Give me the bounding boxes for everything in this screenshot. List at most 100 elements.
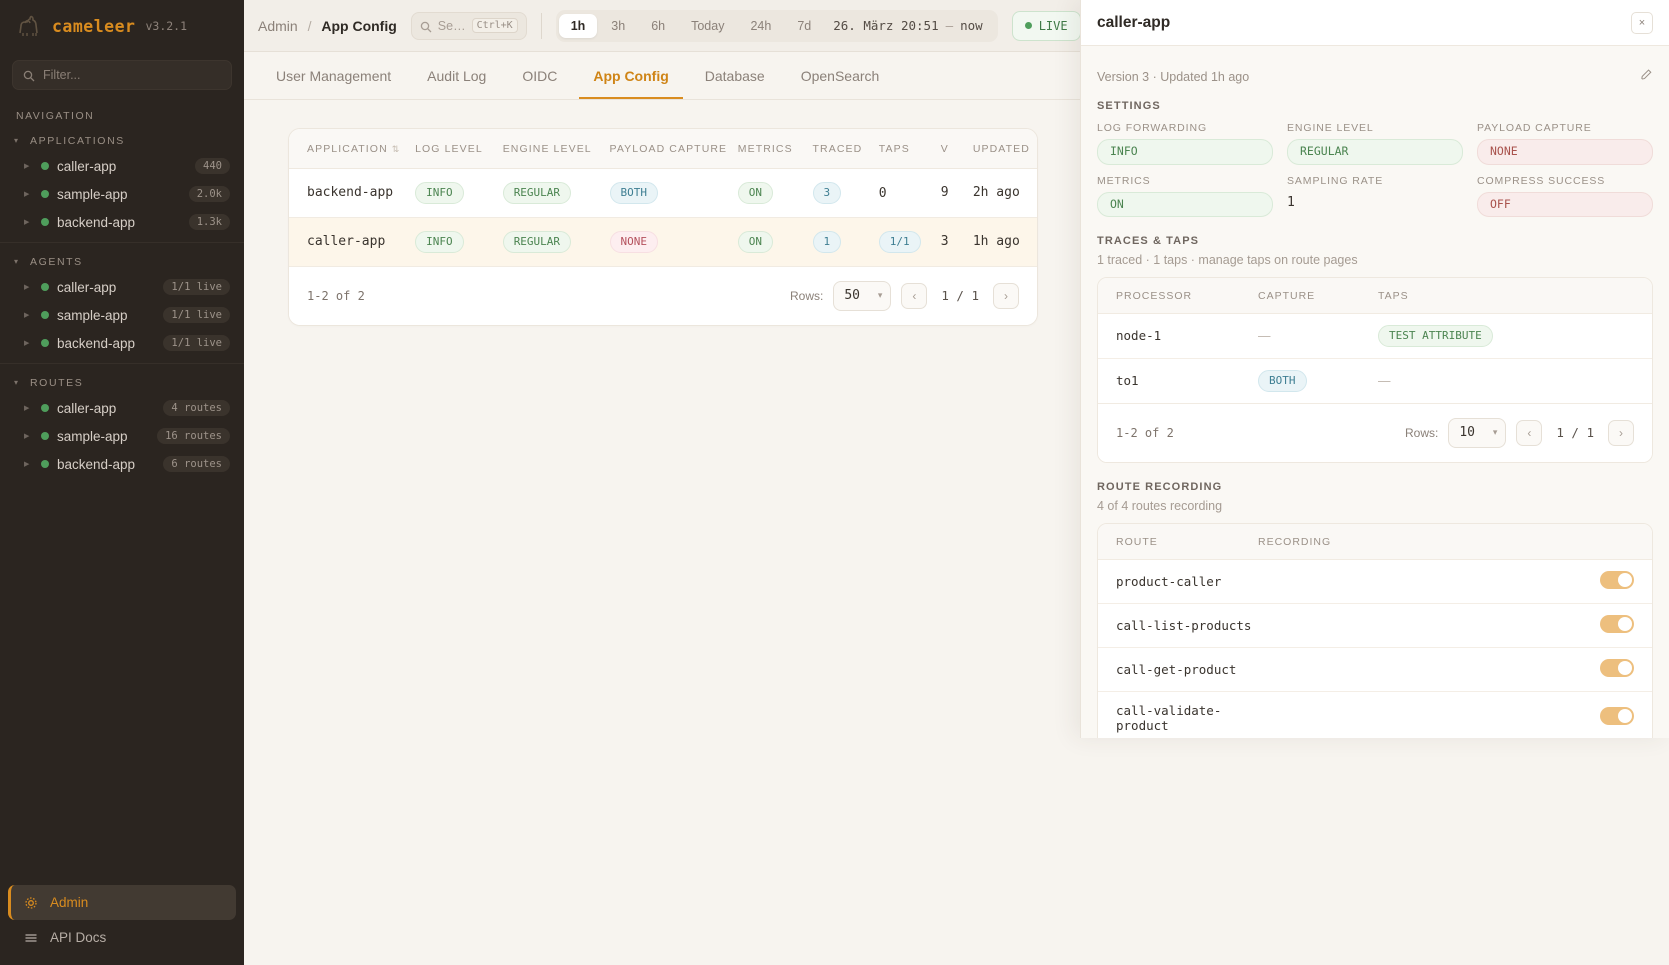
column-header-metrics[interactable]: METRICS xyxy=(737,129,813,169)
sidebar-item-label: sample-app xyxy=(57,428,128,444)
table-row[interactable]: backend-app INFO REGULAR BOTH ON 3 0 9 2h ago xyxy=(289,168,1037,218)
recording-toggle[interactable] xyxy=(1600,570,1634,589)
column-header-taps[interactable]: TAPS xyxy=(878,129,941,169)
range-button-today[interactable]: Today xyxy=(691,18,725,33)
range-button-1h[interactable]: 1h xyxy=(558,13,598,38)
column-header-updated[interactable]: UPDATED xyxy=(972,129,1037,169)
rows-per-page-select[interactable]: 50 ▾ xyxy=(833,280,892,311)
status-dot-icon xyxy=(41,339,49,347)
sidebar-item-label: sample-app xyxy=(57,307,128,323)
table-header-row: APPLICATION ⇅ LOG LEVEL ENGINE LEVEL PAYLOAD… xyxy=(289,129,1037,169)
sidebar-item-badge: 6 routes xyxy=(163,456,230,472)
column-header-v[interactable]: V xyxy=(940,129,973,169)
cell-log-level: INFO xyxy=(415,168,503,218)
recording-row[interactable]: call-list-products xyxy=(1098,603,1652,648)
brand[interactable]: cameleer v3.2.1 xyxy=(0,0,244,52)
range-button-24h[interactable]: 24h xyxy=(750,18,772,33)
traces-row[interactable]: to1 BOTH — xyxy=(1098,358,1652,402)
sidebar-bottom: Admin API Docs xyxy=(0,885,244,965)
sidebar-item-caller-app[interactable]: ▶ caller-app 440 xyxy=(0,152,244,180)
sidebar-item-admin[interactable]: Admin xyxy=(8,885,236,920)
sidebar-item-admin-label: Admin xyxy=(50,895,89,910)
nav-group-header[interactable]: ▾ ROUTES xyxy=(0,372,244,394)
sidebar-item-api-docs[interactable]: API Docs xyxy=(8,920,236,955)
tab-opensearch[interactable]: OpenSearch xyxy=(800,68,880,84)
column-header-application[interactable]: APPLICATION ⇅ xyxy=(289,129,416,169)
traces-section-subtitle: 1 traced · 1 taps · manage taps on route… xyxy=(1097,253,1358,268)
tab-app-config[interactable]: App Config xyxy=(579,52,683,99)
sidebar-item-sample-app[interactable]: ▶ sample-app 2.0k xyxy=(0,180,244,208)
sidebar-item-label: backend-app xyxy=(57,214,136,230)
sidebar-item-sample-app[interactable]: ▶ sample-app 16 routes xyxy=(0,422,244,450)
toggle-knob-icon xyxy=(1618,616,1632,631)
recording-row[interactable]: product-caller xyxy=(1098,559,1652,604)
sidebar-item-label: caller-app xyxy=(57,158,117,174)
nav-group-header[interactable]: ▾ APPLICATIONS xyxy=(0,130,244,152)
traces-row[interactable]: node-1— TEST ATTRIBUTE xyxy=(1098,313,1652,359)
setting-value: NONE xyxy=(1477,139,1653,165)
cell-metrics: ON xyxy=(737,217,813,266)
traces-cell-taps: TEST ATTRIBUTE xyxy=(1378,313,1652,359)
chevron-right-icon: ▶ xyxy=(24,163,30,170)
sidebar-item-badge: 1/1 live xyxy=(163,279,230,295)
recording-cell-toggle[interactable] xyxy=(1258,691,1652,738)
range-button-7d[interactable]: 7d xyxy=(797,18,812,33)
recording-toggle[interactable] xyxy=(1600,707,1634,726)
recording-row[interactable]: call-validate-product xyxy=(1098,691,1652,738)
table-row[interactable]: caller-app INFO REGULAR NONE ON 1 1/1 3 1h ago xyxy=(289,217,1037,266)
recording-cell-toggle[interactable] xyxy=(1258,603,1652,648)
chevron-right-icon: ▶ xyxy=(24,284,30,291)
filter-box[interactable] xyxy=(12,60,232,90)
tab-oidc[interactable]: OIDC xyxy=(522,68,558,84)
traces-next-page-button[interactable]: › xyxy=(1608,419,1634,446)
sidebar-item-caller-app[interactable]: ▶ caller-app 1/1 live xyxy=(0,273,244,301)
nav-group-header[interactable]: ▾ AGENTS xyxy=(0,251,244,273)
chevron-down-icon: ▾ xyxy=(14,256,20,266)
chevron-down-icon: ▾ xyxy=(1492,427,1498,438)
setting-sampling-rate: SAMPLING RATE 1 xyxy=(1287,175,1463,218)
chevron-right-icon: ▶ xyxy=(24,191,30,198)
status-dot-icon xyxy=(41,460,49,468)
app-config-table: APPLICATION ⇅ LOG LEVEL ENGINE LEVEL PAYLOAD… xyxy=(289,129,1037,266)
column-header-traced[interactable]: TRACED xyxy=(812,129,879,169)
sidebar-item-sample-app[interactable]: ▶ sample-app 1/1 live xyxy=(0,301,244,329)
recording-table: ROUTE RECORDING product-caller call-list-p… xyxy=(1098,523,1652,738)
filter-input[interactable] xyxy=(43,68,221,82)
setting-label: ENGINE LEVEL xyxy=(1287,122,1374,134)
next-page-button[interactable]: › xyxy=(993,282,1019,309)
tab-audit-log[interactable]: Audit Log xyxy=(427,68,487,84)
sidebar-item-caller-app[interactable]: ▶ caller-app 4 routes xyxy=(0,394,244,422)
recording-row[interactable]: call-get-product xyxy=(1098,647,1652,692)
global-search[interactable]: Se… Ctrl+K xyxy=(410,11,527,40)
recording-body: product-caller call-list-products call-get… xyxy=(1098,559,1652,738)
sidebar-item-backend-app[interactable]: ▶ backend-app 6 routes xyxy=(0,450,244,478)
live-indicator[interactable]: LIVE xyxy=(1011,10,1081,41)
range-button-3h[interactable]: 3h xyxy=(611,18,626,33)
range-date[interactable]: 26. März 20:51 — now xyxy=(825,18,994,33)
tab-user-management[interactable]: User Management xyxy=(276,68,392,84)
setting-engine-level: ENGINE LEVEL REGULAR xyxy=(1287,122,1463,165)
sidebar-item-backend-app[interactable]: ▶ backend-app 1/1 live xyxy=(0,329,244,357)
close-icon[interactable]: × xyxy=(1631,11,1653,34)
traces-prev-page-button[interactable]: ‹ xyxy=(1516,419,1543,446)
column-header-engine-level[interactable]: ENGINE LEVEL xyxy=(502,129,610,169)
prev-page-button[interactable]: ‹ xyxy=(901,282,928,309)
column-header-log-level[interactable]: LOG LEVEL xyxy=(415,129,503,169)
traces-rows-select[interactable]: 10 ▾ xyxy=(1448,417,1507,448)
recording-toggle[interactable] xyxy=(1600,614,1634,633)
traces-rows-value: 10 xyxy=(1459,425,1476,441)
nav-group-routes: ▾ ROUTES ▶ caller-app 4 routes ▶ sample-app 16 … xyxy=(0,363,244,484)
recording-toggle[interactable] xyxy=(1600,658,1634,677)
traces-body: node-1— TEST ATTRIBUTE to1 BOTH — xyxy=(1098,313,1652,403)
tab-database[interactable]: Database xyxy=(704,68,765,84)
recording-cell-toggle[interactable] xyxy=(1258,559,1652,604)
range-buttons: 1h 3h 6h Today 24h 7d xyxy=(558,13,824,38)
recording-cell-toggle[interactable] xyxy=(1258,647,1652,692)
pencil-icon[interactable] xyxy=(1640,68,1653,86)
sidebar-item-badge: 440 xyxy=(195,158,230,174)
sidebar-item-backend-app[interactable]: ▶ backend-app 1.3k xyxy=(0,208,244,236)
range-button-6h[interactable]: 6h xyxy=(651,18,666,33)
setting-compress-success: COMPRESS SUCCESS OFF xyxy=(1477,175,1653,218)
column-header-payload-capture[interactable]: PAYLOAD CAPTURE xyxy=(609,129,738,169)
breadcrumb-root[interactable]: Admin xyxy=(258,17,298,34)
